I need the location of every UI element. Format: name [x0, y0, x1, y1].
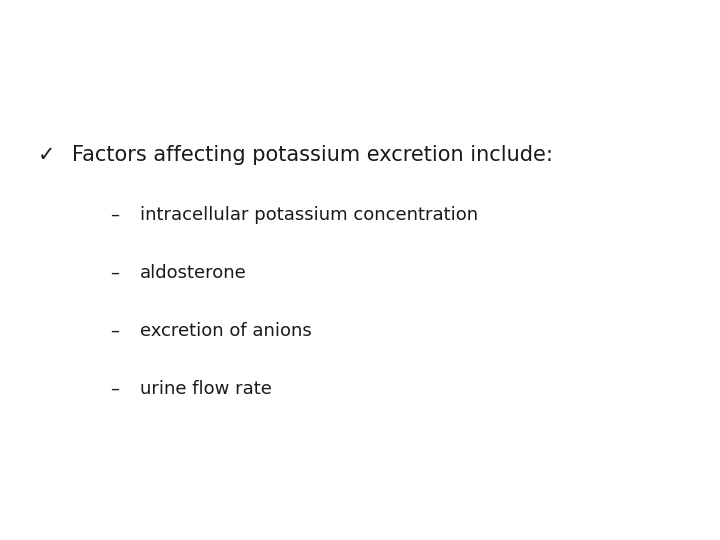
Text: intracellular potassium concentration: intracellular potassium concentration [140, 206, 478, 224]
Text: ✓: ✓ [38, 145, 55, 165]
Text: excretion of anions: excretion of anions [140, 322, 312, 340]
Text: –: – [110, 264, 119, 282]
Text: urine flow rate: urine flow rate [140, 380, 272, 398]
Text: –: – [110, 380, 119, 398]
Text: –: – [110, 206, 119, 224]
Text: Factors affecting potassium excretion include:: Factors affecting potassium excretion in… [72, 145, 553, 165]
Text: aldosterone: aldosterone [140, 264, 247, 282]
Text: –: – [110, 322, 119, 340]
